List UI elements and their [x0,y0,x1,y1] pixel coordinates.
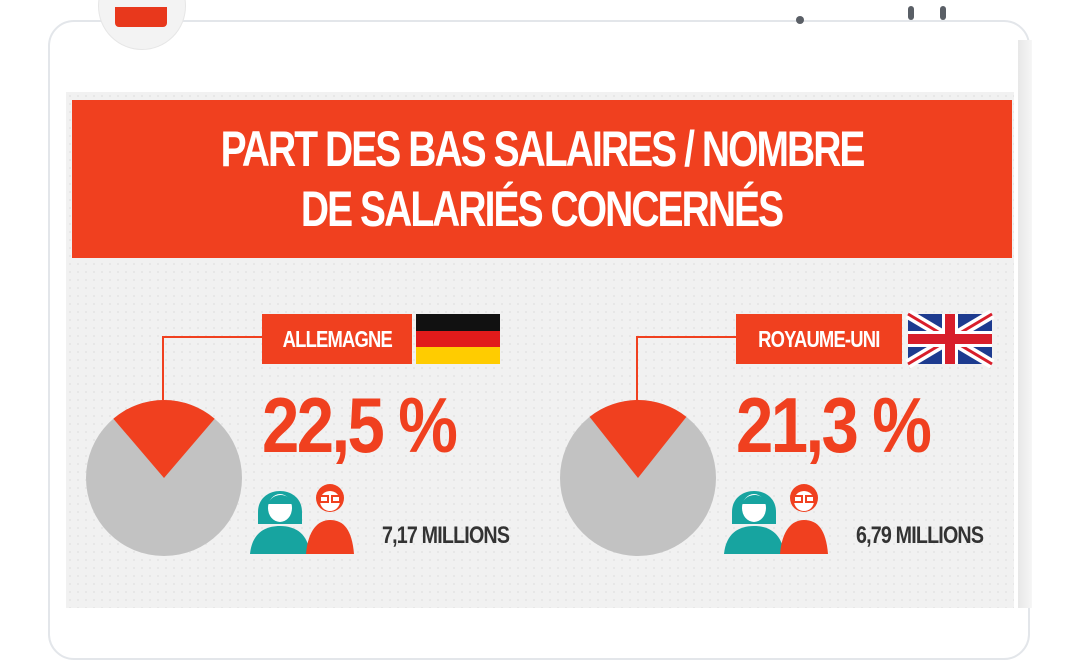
woman-icon [724,491,784,554]
pie-chart-allemagne [86,400,242,556]
country-name: ROYAUME-UNI [758,325,880,352]
germany-flag-icon [416,314,500,364]
count-label-royaume-uni: 6,79 MILLIONS [856,522,984,549]
pie-slice-bas-salaires [113,400,215,478]
value-label-allemagne: 22,5 % [262,381,458,469]
pie-chart-royaume-uni [560,400,716,556]
infographic: PART DES BAS SALAIRES / NOMBRE DE SALARI… [66,92,1014,608]
uk-flag-icon [905,309,995,369]
count-label-allemagne: 7,17 MILLIONS [382,522,510,549]
man-icon [780,484,828,554]
people-icon-allemagne [250,484,354,554]
country-name: ALLEMAGNE [282,325,392,352]
man-icon [306,484,354,554]
woman-icon [250,491,310,554]
card-shadow [1018,40,1032,608]
country-label-royaume-uni: ROYAUME-UNI [736,314,902,364]
people-icon-royaume-uni [724,484,828,554]
connector-line-royaume-uni [636,336,738,402]
chart-title-line-1: PART DES BAS SALAIRES / NOMBRE [220,121,866,177]
title-banner: PART DES BAS SALAIRES / NOMBRE DE SALARI… [72,100,1012,258]
chart-title-line-2: DE SALARIÉS CONCERNÉS [301,181,784,237]
connector-line-allemagne [162,336,264,402]
more-options-icon[interactable] [790,6,960,28]
value-label-royaume-uni: 21,3 % [736,381,932,469]
pie-slice-bas-salaires [589,400,687,478]
country-label-allemagne: ALLEMAGNE [262,314,412,364]
avatar-logo [115,7,167,27]
